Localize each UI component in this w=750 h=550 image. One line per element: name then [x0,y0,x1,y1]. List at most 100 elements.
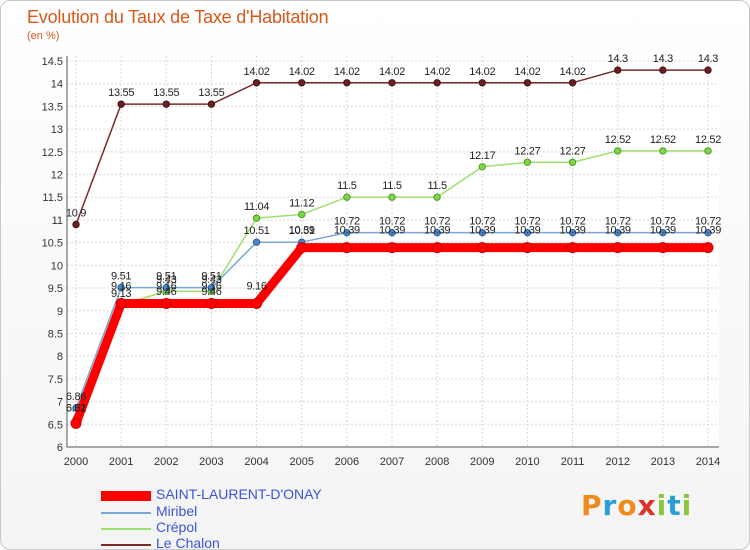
proxiti-logo: Proxiti [581,489,692,522]
series-point-2 [659,147,667,155]
data-label-series-3: 14.02 [424,66,450,78]
series-point-3 [117,100,125,108]
series-point-3 [704,66,712,74]
data-label-series-1: 10.72 [424,216,450,228]
series-point-3 [568,79,577,87]
x-tick-label: 2010 [515,456,539,468]
series-point-0 [386,242,398,254]
x-tick-label: 2000 [64,456,88,468]
data-label-series-3: 14.02 [469,66,495,78]
series-point-3 [388,79,396,87]
data-label-series-1: 9.51 [156,271,176,283]
data-label-series-3: 14.3 [608,53,628,65]
data-label-extra: 9.46 [201,286,221,298]
series-point-1 [207,283,216,292]
series-point-1 [659,228,667,237]
series-point-2 [614,147,622,155]
data-label-series-3: 14.02 [289,66,315,78]
series-point-1 [388,228,396,237]
y-tick-label: 10 [51,260,63,272]
series-point-3 [207,100,216,108]
legend-swatch-miribel [101,512,151,514]
data-label-series-1: 9.51 [111,271,131,283]
series-point-0 [296,242,308,254]
x-tick-label: 2002 [154,456,178,468]
series-point-2 [433,193,441,201]
series-point-3 [72,220,80,229]
x-tick-label: 2012 [605,456,629,468]
data-label-series-3: 14.02 [379,66,405,78]
x-tick-label: 2003 [199,456,223,468]
data-label-series-2: 12.17 [469,150,495,162]
logo-letter: o [617,489,638,522]
series-point-2 [252,214,261,222]
series-point-3 [614,66,622,74]
chart-title: Evolution du Taux de Taxe d'Habitation [27,7,329,27]
series-point-1 [614,228,622,237]
data-label-series-1: 9.51 [201,271,221,283]
logo-letter: t [667,489,682,522]
data-label-series-2: 11.04 [244,201,269,213]
legend-swatch-saint-laurent [101,491,151,501]
data-label-series-3: 14.3 [698,53,718,65]
data-label-series-1: 6.86 [66,391,86,403]
series-point-0 [702,242,714,254]
data-label-series-3: 13.55 [108,87,134,99]
x-tick-label: 2005 [289,456,313,468]
y-tick-label: 11.5 [42,192,63,204]
data-label-series-1: 10.72 [695,216,721,228]
series-point-1 [523,228,532,237]
data-label-series-0: 10.39 [514,225,540,237]
x-tick-label: 2011 [561,456,585,468]
y-tick-label: 10.5 [42,238,63,250]
data-label-series-2: 12.27 [560,145,586,157]
data-label-series-2: 11.12 [289,197,314,209]
x-tick-label: 2014 [696,456,720,468]
legend-swatch-crepol [101,528,151,530]
logo-letter: P [581,489,603,522]
data-label-series-2: 11.5 [382,180,402,192]
data-label-series-1: 10.51 [244,225,270,237]
data-label-series-0: 6.52 [66,402,86,414]
series-point-1 [343,228,351,237]
data-label-series-0: 10.39 [334,225,360,237]
series-point-2 [568,158,577,166]
y-tick-label: 6 [57,442,63,454]
data-label-series-2: 11.5 [427,180,447,192]
y-tick-label: 12.5 [42,147,63,159]
data-label-series-2: 12.27 [514,145,540,157]
data-label-series-0: 10.39 [695,225,721,237]
logo-letter: i [656,489,668,522]
series-point-2 [523,158,532,166]
data-label-series-1: 10.72 [560,216,586,228]
series-point-3 [343,79,351,87]
legend-swatch-le-chalon [101,544,151,546]
x-tick-label: 2008 [425,456,449,468]
series-point-2 [704,147,712,155]
y-tick-label: 13 [51,124,63,136]
series-point-1 [478,228,486,237]
series-point-3 [433,79,441,87]
data-label-series-1: 10.72 [514,216,540,228]
y-tick-label: 14 [51,79,63,91]
series-point-2 [478,163,486,171]
data-label-series-0: 10.39 [560,225,586,237]
data-label-series-1: 10.72 [650,216,676,228]
data-label-series-2: 12.52 [605,134,631,146]
series-point-0 [205,297,217,309]
data-label-series-2: 6.61 [66,402,86,414]
series-point-3 [659,66,667,74]
series-point-0 [657,242,669,254]
chart-unit-label: (en %) [27,30,60,42]
data-label-series-0: 9.16 [156,280,176,292]
logo-letter: x [637,489,657,522]
data-label-series-3: 13.55 [198,87,224,99]
legend-label-saint-laurent: SAINT-LAURENT-D'ONAY [156,486,322,502]
series-point-0 [115,297,127,309]
y-tick-label: 13.5 [42,101,63,113]
legend-label-miribel: Miribel [156,503,198,519]
series-point-0 [431,242,443,254]
series-point-2 [388,193,396,201]
data-label-series-1: 10.72 [469,216,495,228]
